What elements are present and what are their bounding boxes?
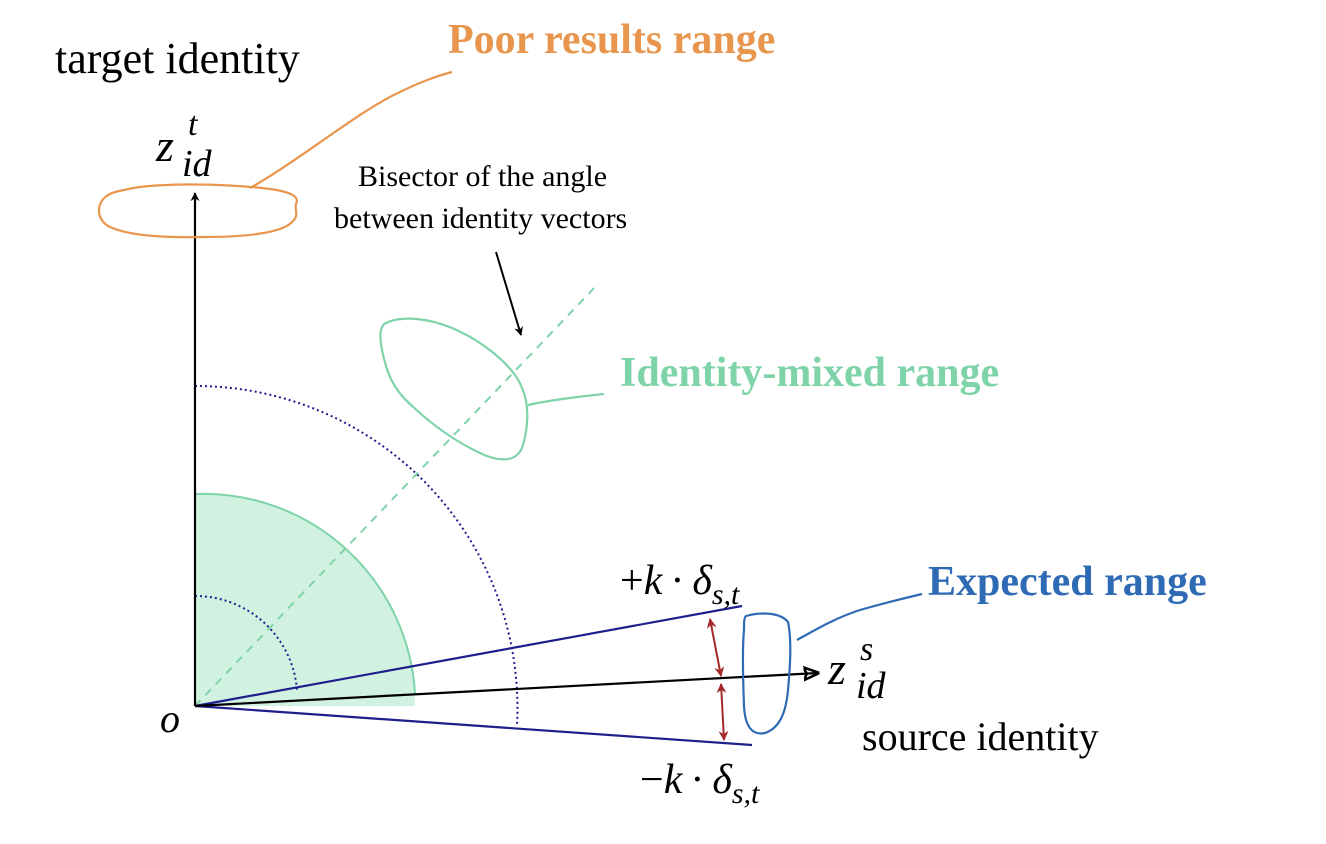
source-identity-label: source identity — [862, 714, 1099, 759]
expected-region-outline — [741, 612, 792, 735]
bisector-annotation-arrow — [495, 251, 523, 336]
target-vector-label: z t id — [155, 106, 213, 185]
origin-label: o — [160, 696, 180, 741]
upper-bound-line — [194, 604, 743, 708]
upper-delta-arrow — [706, 618, 725, 677]
lower-bound-line — [194, 704, 753, 747]
source-vector-sup: s — [860, 631, 873, 668]
lower-bound-dot: · — [690, 757, 704, 803]
dotted-arc-inner — [194, 594, 298, 691]
upper-bound-k: k — [644, 558, 664, 604]
bisector-line — [194, 283, 599, 707]
upper-bound-sign: + — [620, 558, 644, 604]
expected-region-label: Expected range — [928, 559, 1207, 605]
upper-bound-dot: · — [670, 558, 684, 604]
target-vector-sub: id — [182, 143, 213, 185]
target-vector-base: z — [155, 120, 174, 171]
expected-region-leader — [796, 592, 923, 641]
mixed-region-label: Identity-mixed range — [620, 350, 999, 396]
source-vector-sub: id — [856, 665, 887, 707]
target-vector-sup: t — [188, 106, 199, 143]
lower-bound-sign: − — [640, 757, 664, 803]
lower-bound-label: −k · δs,t — [640, 757, 760, 810]
poor-region-label: Poor results range — [448, 17, 775, 63]
upper-bound-delta: δ — [692, 558, 713, 604]
source-axis — [194, 673, 818, 708]
mixed-region-outline — [379, 317, 529, 461]
source-vector-label: z s id — [827, 631, 887, 707]
target-identity-label: target identity — [55, 34, 300, 83]
upper-bound-sub: s,t — [712, 578, 740, 611]
upper-bound-label: +k · δs,t — [620, 558, 740, 611]
lower-bound-k: k — [664, 757, 684, 803]
lower-bound-delta: δ — [712, 757, 733, 803]
mixed-region-leader — [527, 392, 605, 407]
lower-bound-sub: s,t — [732, 777, 760, 810]
lower-delta-arrow — [716, 683, 729, 741]
poor-region-outline — [97, 183, 298, 239]
bisector-caption-line1: Bisector of the angle — [358, 160, 607, 193]
mixed-quarter-disc — [195, 493, 416, 706]
source-vector-base: z — [827, 643, 846, 694]
poor-region-leader — [249, 70, 453, 189]
bisector-caption-line2: between identity vectors — [334, 202, 627, 235]
